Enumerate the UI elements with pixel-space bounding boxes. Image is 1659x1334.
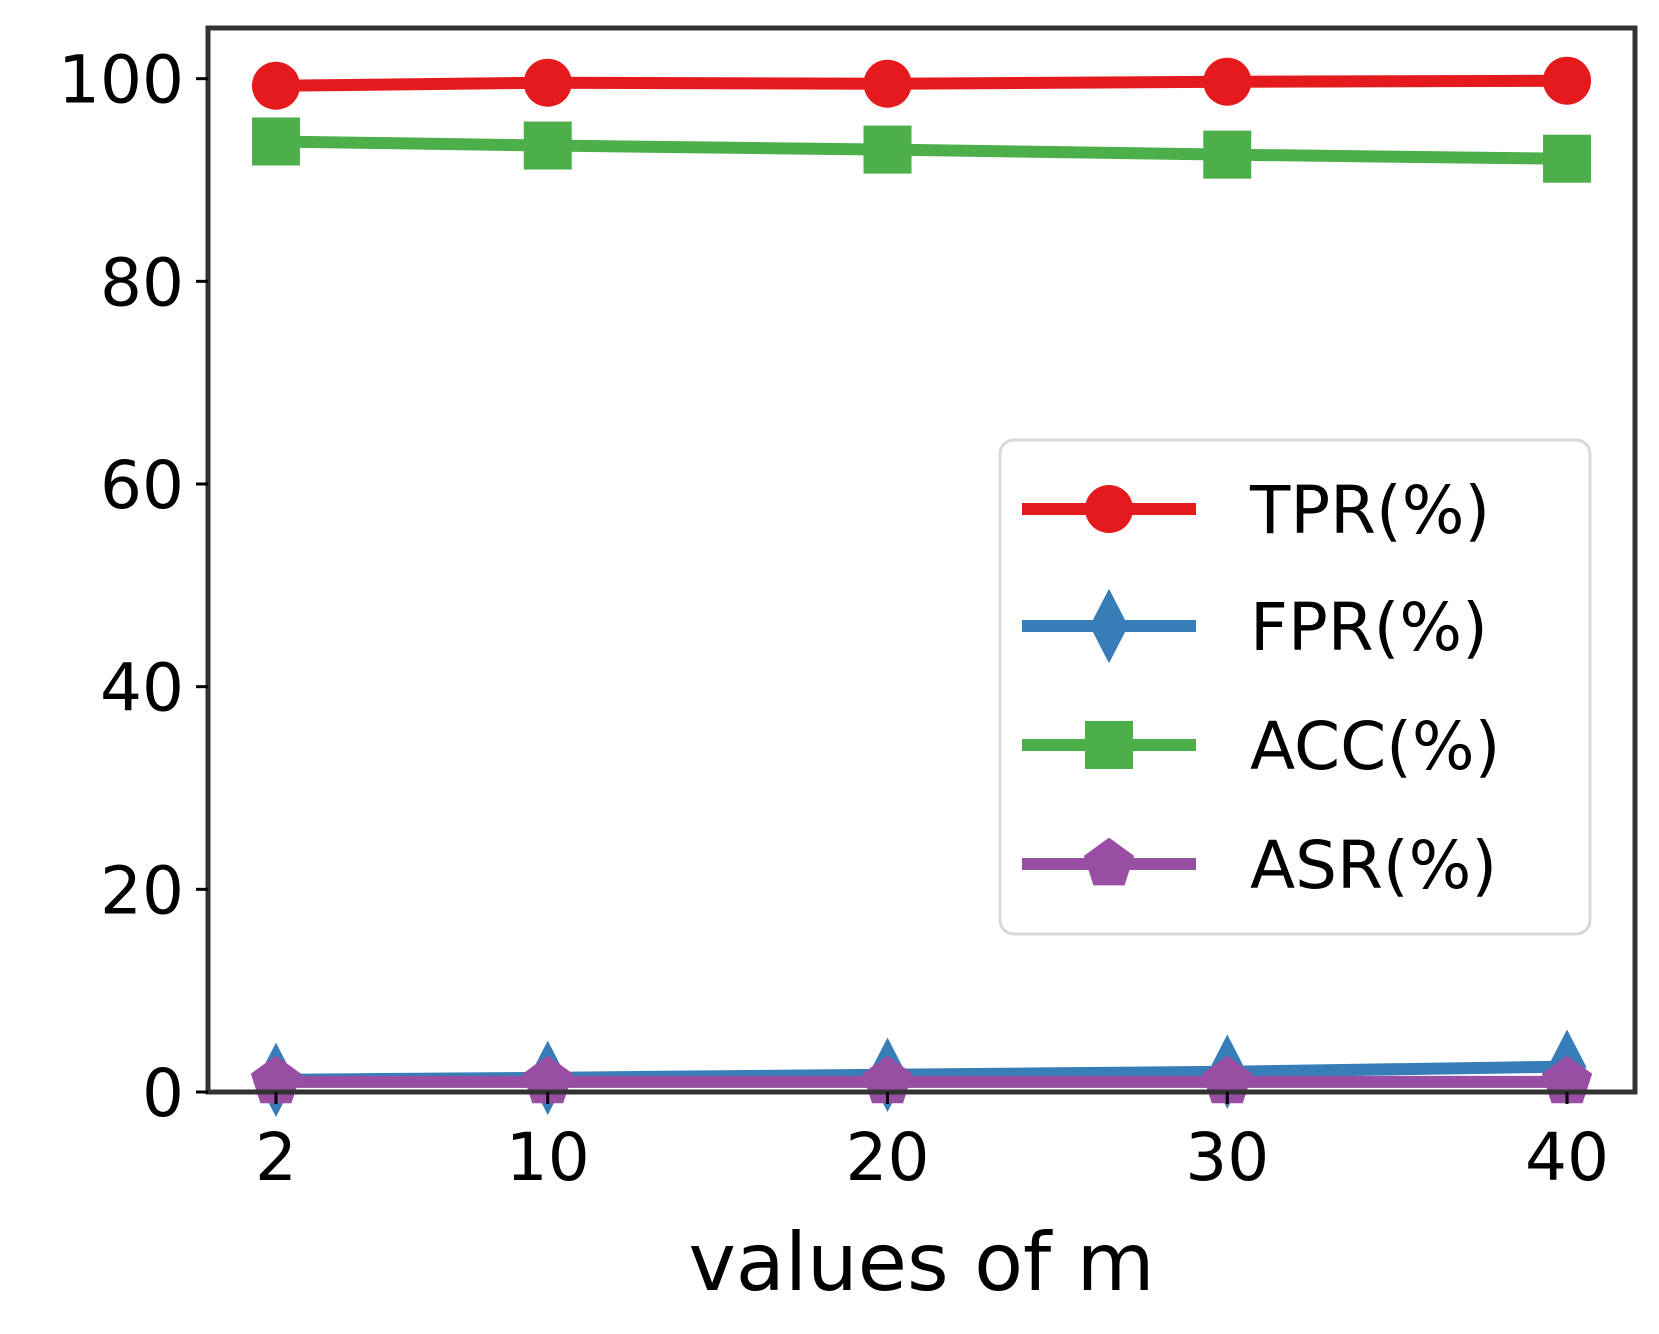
y-tick-label: 0 (142, 1055, 184, 1132)
data-point (1203, 130, 1252, 179)
data-point (1543, 56, 1592, 105)
legend-label: FPR(%) (1250, 589, 1488, 666)
x-tick-label: 10 (506, 1119, 590, 1196)
legend-label: ACC(%) (1250, 708, 1500, 785)
x-tick-label: 2 (255, 1119, 297, 1196)
series-fpr (256, 1029, 1587, 1118)
plot-frame (205, 25, 1638, 1095)
legend-marker (1085, 721, 1133, 769)
legend: TPR(%) FPR(%) ACC(%) ASR(%) (998, 438, 1592, 936)
y-tick-label: 100 (58, 42, 184, 119)
data-point (251, 61, 300, 110)
y-tick-label: 60 (100, 447, 184, 524)
series-line (275, 135, 1568, 165)
series-line (275, 74, 1568, 92)
data-point (523, 58, 572, 107)
y-tick-label: 40 (100, 650, 184, 727)
data-point (863, 125, 912, 174)
data-point (863, 59, 912, 108)
series-asr (250, 1055, 1593, 1104)
y-tick-label: 80 (100, 244, 184, 321)
x-tick-label: 40 (1525, 1119, 1609, 1196)
legend-marker (1089, 588, 1129, 664)
legend-item: FPR(%) (1022, 588, 1488, 666)
data-point (1203, 57, 1252, 106)
legend-marker (1083, 837, 1135, 886)
legend-item: TPR(%) (1022, 472, 1490, 549)
legend-box (998, 438, 1592, 936)
data-point (251, 117, 300, 166)
x-tick-label: 20 (846, 1119, 930, 1196)
series-tpr (251, 56, 1592, 110)
y-tick-label: 20 (100, 852, 184, 929)
ticks-layer: 0 20 40 60 80 100 2 10 20 30 40 (58, 42, 1609, 1196)
legend-label: TPR(%) (1249, 472, 1490, 549)
legend-label: ASR(%) (1250, 827, 1497, 904)
series-acc (251, 117, 1592, 183)
legend-item: ACC(%) (1022, 708, 1500, 785)
data-point (1543, 134, 1592, 183)
x-axis-label: values of m (688, 1216, 1154, 1309)
x-tick-label: 30 (1185, 1119, 1269, 1196)
data-point (523, 121, 572, 170)
legend-marker (1085, 485, 1133, 533)
legend-item: ASR(%) (1022, 827, 1497, 904)
